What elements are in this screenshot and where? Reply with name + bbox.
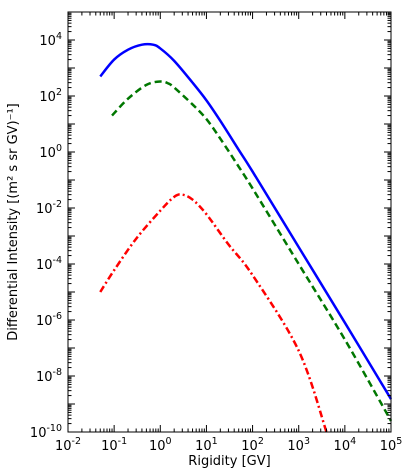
x-tick-label: 102 xyxy=(241,436,264,454)
x-tick-label: 10-1 xyxy=(101,436,127,454)
tick-layer xyxy=(67,11,392,433)
plot-frame xyxy=(67,11,392,433)
y-tick-label: 10-10 xyxy=(30,423,62,441)
y-tick-label: 10-4 xyxy=(36,255,62,273)
x-tick-label: 104 xyxy=(334,436,357,454)
y-tick-label: 104 xyxy=(39,31,62,49)
series-line-2 xyxy=(111,80,393,422)
series-layer xyxy=(99,42,393,433)
y-tick-label: 100 xyxy=(39,143,62,161)
y-tick-label: 10-6 xyxy=(36,311,62,329)
y-tick-label: 10-8 xyxy=(36,367,62,385)
x-tick-label: 100 xyxy=(149,436,172,454)
x-tick-label: 10-2 xyxy=(55,436,81,454)
series-line-3 xyxy=(99,193,328,433)
y-tick-label: 10-2 xyxy=(36,199,62,217)
x-tick-label: 105 xyxy=(380,436,403,454)
x-axis-title: Rigidity [GV] xyxy=(188,454,270,469)
series-line-1 xyxy=(99,42,393,400)
x-tick-label: 101 xyxy=(195,436,218,454)
y-axis-title: Differential Intensity [(m² s sr GV)⁻¹] xyxy=(6,103,21,341)
tick-label-layer: 10-2 10-1 100 101 102 103 104 105 10-10 10-8 10-6 1… xyxy=(30,31,402,454)
y-tick-label: 102 xyxy=(39,87,62,105)
x-tick-label: 103 xyxy=(287,436,310,454)
